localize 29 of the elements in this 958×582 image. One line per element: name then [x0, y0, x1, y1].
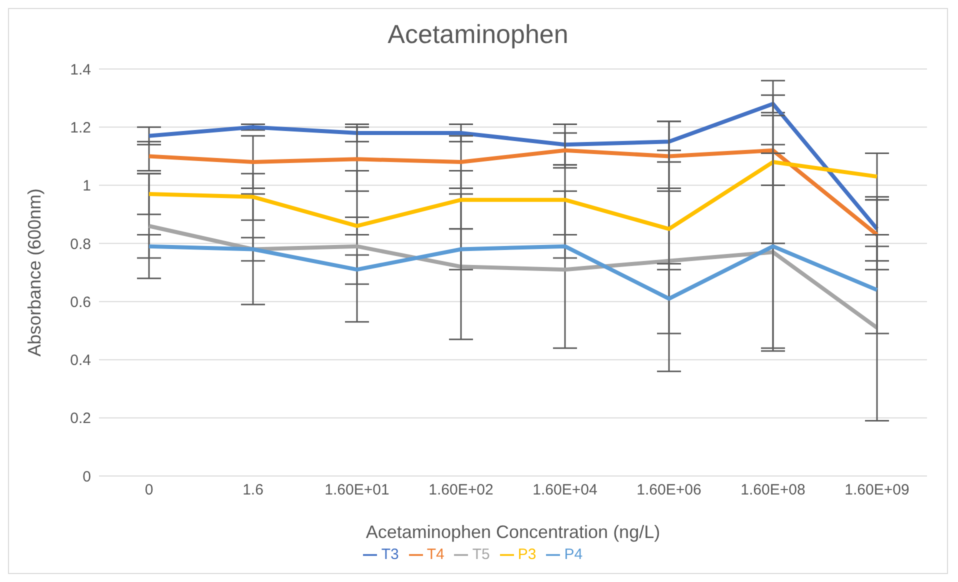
y-tick-label: 0.2: [70, 410, 91, 428]
y-tick-label: 0.8: [70, 236, 91, 253]
legend-label: T3: [381, 546, 399, 563]
y-tick-label: 1.4: [70, 61, 91, 78]
x-tick-label: 1.60E+02: [428, 482, 494, 499]
x-tick-label: 0: [144, 482, 154, 499]
line-series: [147, 102, 879, 231]
chart-title: Acetaminophen: [386, 18, 570, 51]
y-tick-label: 0: [82, 468, 91, 486]
legend-label: P3: [518, 546, 536, 563]
legend-label: T4: [426, 546, 444, 563]
x-tick-label: 1.60E+08: [740, 482, 806, 499]
line-series: [147, 160, 879, 231]
x-axis-title: Acetaminophen Concentration (ng/L): [366, 522, 660, 542]
line-series: [147, 148, 879, 237]
x-tick-label: 1.60E+09: [844, 482, 910, 499]
line-series: [147, 224, 879, 330]
x-tick-label: 1.60E+04: [532, 482, 598, 499]
line-series: [147, 244, 879, 301]
x-tick-label: 1.60E+06: [636, 482, 702, 499]
x-tick-label: 1.6: [242, 482, 264, 499]
y-tick-label: 0.4: [70, 352, 91, 370]
y-axis-title: Absorbance (600nm): [24, 188, 44, 357]
y-tick-label: 1.2: [70, 119, 91, 136]
legend-label: P4: [564, 546, 583, 563]
y-tick-label: 0.6: [70, 294, 91, 311]
y-tick-label: 1: [82, 178, 91, 195]
x-tick-label: 1.60E+01: [324, 482, 390, 499]
legend-label: T5: [472, 546, 490, 563]
